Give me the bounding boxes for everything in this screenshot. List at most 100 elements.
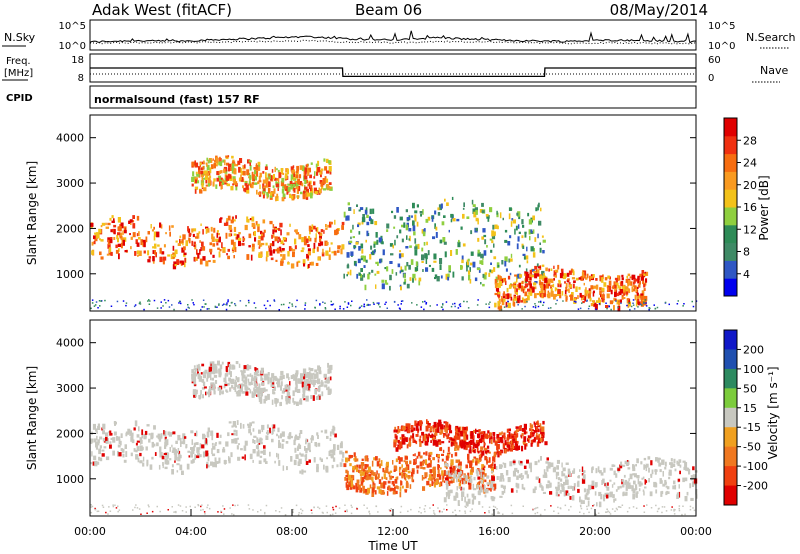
data-cell	[201, 444, 205, 449]
data-cell	[306, 385, 309, 391]
data-cell	[527, 212, 530, 217]
data-cell	[344, 504, 346, 506]
data-cell	[448, 433, 450, 436]
data-cell	[588, 305, 591, 307]
data-cell	[272, 249, 276, 254]
data-cell	[280, 180, 285, 187]
data-cell	[429, 469, 433, 473]
data-cell	[275, 183, 280, 188]
data-cell	[496, 444, 499, 451]
data-cell	[522, 286, 526, 291]
data-cell	[215, 463, 217, 468]
data-cell	[472, 458, 475, 463]
data-cell	[234, 303, 236, 305]
data-cell	[628, 298, 631, 304]
data-cell	[164, 442, 166, 448]
data-cell	[600, 294, 603, 299]
data-cell	[199, 454, 202, 458]
data-cell	[473, 488, 477, 491]
data-cell	[383, 481, 387, 485]
data-cell	[290, 375, 293, 379]
data-cell	[665, 481, 667, 485]
xtick-label: 12:00	[377, 525, 409, 538]
data-cell	[178, 302, 180, 304]
data-cell	[516, 475, 519, 480]
time-xticks: 00:00 04:00 08:00 12:00 16:00 20:00 00:00	[74, 509, 712, 538]
data-cell	[529, 428, 531, 432]
data-cell	[248, 365, 252, 370]
data-cell	[304, 308, 306, 310]
data-cell	[417, 430, 419, 434]
data-cell	[678, 505, 681, 507]
data-cell	[351, 506, 353, 508]
data-cell	[174, 249, 178, 255]
data-cell	[394, 439, 398, 443]
data-cell	[195, 430, 198, 437]
ytick-label: 2000	[56, 427, 84, 440]
colorbar-segment	[724, 171, 737, 190]
data-cell	[409, 277, 412, 281]
data-cell	[601, 277, 604, 283]
data-cell	[524, 271, 527, 276]
data-cell	[348, 474, 352, 481]
data-cell	[436, 474, 441, 478]
data-cell	[452, 303, 454, 305]
data-cell	[437, 439, 441, 443]
data-cell	[158, 464, 161, 470]
data-cell	[516, 433, 519, 438]
data-cell	[502, 462, 505, 465]
data-cell	[483, 442, 486, 446]
data-cell	[461, 497, 463, 501]
data-cell	[380, 460, 383, 467]
data-cell	[355, 458, 359, 462]
data-cell	[511, 435, 514, 438]
data-cell	[316, 432, 319, 436]
data-cell	[475, 461, 478, 466]
data-cell	[299, 430, 303, 434]
data-cell	[360, 476, 362, 482]
data-cell	[391, 210, 394, 214]
data-cell	[563, 490, 566, 497]
data-cell	[472, 204, 476, 207]
data-cell	[477, 218, 479, 225]
data-cell	[328, 367, 332, 374]
data-cell	[481, 437, 485, 443]
data-cell	[182, 234, 186, 240]
data-cell	[285, 384, 288, 390]
data-cell	[185, 308, 188, 311]
data-cell	[305, 395, 309, 402]
data-cell	[395, 447, 399, 452]
data-cell	[612, 494, 615, 499]
data-cell	[211, 435, 214, 441]
data-cell	[137, 254, 139, 257]
data-cell	[497, 274, 500, 280]
data-cell	[632, 473, 635, 476]
data-cell	[350, 304, 352, 307]
data-cell	[489, 238, 493, 241]
data-cell	[194, 186, 199, 190]
data-cell	[512, 298, 515, 303]
data-cell	[508, 431, 511, 438]
data-cell	[186, 463, 190, 470]
data-cell	[399, 216, 403, 221]
colorbar-tick-label: 15	[743, 402, 757, 415]
data-cell	[305, 461, 309, 465]
data-cell	[201, 161, 205, 165]
data-cell	[404, 278, 407, 283]
data-cell	[587, 307, 590, 310]
data-cell	[169, 231, 171, 237]
data-cell	[228, 174, 232, 179]
data-cell	[222, 505, 224, 507]
data-cell	[458, 504, 460, 506]
data-cell	[366, 299, 368, 301]
data-cell	[172, 447, 176, 452]
data-cell	[537, 233, 539, 239]
data-cell	[117, 505, 119, 507]
data-cell	[189, 505, 191, 508]
data-cell	[318, 242, 322, 247]
data-cell	[166, 439, 169, 445]
data-cell	[661, 506, 664, 508]
data-cell	[145, 435, 147, 439]
data-cell	[425, 441, 429, 446]
data-cell	[214, 380, 218, 384]
